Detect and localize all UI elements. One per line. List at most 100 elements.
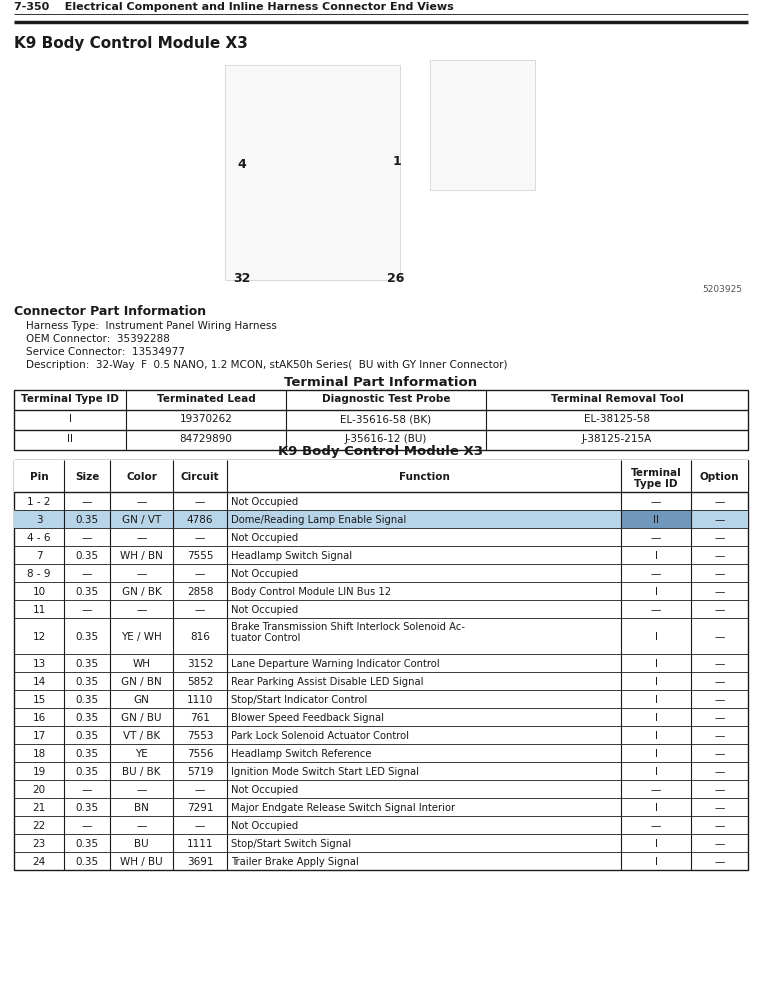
Text: J-35616-12 (BU): J-35616-12 (BU) (345, 434, 427, 444)
Bar (430, 60, 535, 190)
Text: Lane Departure Warning Indicator Control: Lane Departure Warning Indicator Control (231, 659, 440, 669)
Text: Type ID: Type ID (634, 479, 677, 489)
Text: GN / BU: GN / BU (121, 713, 162, 723)
Text: —: — (195, 497, 205, 507)
Text: BU / BK: BU / BK (122, 767, 161, 777)
Text: 3152: 3152 (187, 659, 213, 669)
Text: I: I (655, 713, 658, 723)
Text: K9 Body Control Module X3: K9 Body Control Module X3 (14, 36, 248, 51)
Text: Size: Size (75, 472, 99, 482)
Text: 17: 17 (32, 731, 46, 741)
Text: —: — (714, 533, 725, 543)
Text: 7556: 7556 (187, 749, 213, 759)
Text: —: — (714, 785, 725, 795)
Text: I: I (655, 695, 658, 705)
Text: —: — (82, 821, 92, 831)
Text: 0.35: 0.35 (75, 767, 98, 777)
Text: GN / BK: GN / BK (122, 587, 162, 597)
Text: —: — (136, 533, 147, 543)
Text: I: I (655, 767, 658, 777)
Text: Headlamp Switch Reference: Headlamp Switch Reference (231, 749, 372, 759)
Text: GN / BN: GN / BN (121, 677, 162, 687)
Text: Terminated Lead: Terminated Lead (157, 394, 255, 404)
Text: VT / BK: VT / BK (123, 731, 160, 741)
Text: 10: 10 (33, 587, 46, 597)
Text: Terminal Removal Tool: Terminal Removal Tool (551, 394, 684, 404)
Text: 5719: 5719 (187, 767, 213, 777)
Text: —: — (651, 821, 661, 831)
Text: Terminal Part Information: Terminal Part Information (284, 376, 478, 389)
Text: WH / BN: WH / BN (120, 551, 163, 561)
Text: 8 - 9: 8 - 9 (27, 569, 51, 579)
Text: 5852: 5852 (187, 677, 213, 687)
Text: Not Occupied: Not Occupied (231, 605, 298, 615)
Text: Not Occupied: Not Occupied (231, 785, 298, 795)
Text: 1110: 1110 (187, 695, 213, 705)
Text: Headlamp Switch Signal: Headlamp Switch Signal (231, 551, 352, 561)
Text: —: — (651, 785, 661, 795)
Text: GN: GN (133, 695, 149, 705)
Text: Blower Speed Feedback Signal: Blower Speed Feedback Signal (231, 713, 384, 723)
Text: —: — (714, 713, 725, 723)
Text: GN / VT: GN / VT (122, 515, 161, 525)
Text: —: — (651, 533, 661, 543)
Text: YE / WH: YE / WH (121, 632, 162, 642)
Text: Not Occupied: Not Occupied (231, 821, 298, 831)
Text: —: — (714, 803, 725, 813)
Text: YE: YE (135, 749, 148, 759)
Text: —: — (651, 569, 661, 579)
Text: —: — (195, 569, 205, 579)
Text: —: — (714, 569, 725, 579)
Text: —: — (136, 605, 147, 615)
Text: 21: 21 (32, 803, 46, 813)
Text: BN: BN (134, 803, 149, 813)
Text: —: — (195, 785, 205, 795)
Text: Dome/Reading Lamp Enable Signal: Dome/Reading Lamp Enable Signal (231, 515, 406, 525)
Text: Terminal Type ID: Terminal Type ID (21, 394, 119, 404)
Bar (621, 510, 691, 528)
Text: I: I (655, 803, 658, 813)
Text: 7-350    Electrical Component and Inline Harness Connector End Views: 7-350 Electrical Component and Inline Ha… (14, 2, 453, 12)
Text: Trailer Brake Apply Signal: Trailer Brake Apply Signal (231, 857, 359, 867)
Text: —: — (82, 533, 92, 543)
Text: I: I (655, 731, 658, 741)
Text: I: I (655, 677, 658, 687)
Text: —: — (82, 785, 92, 795)
Text: 14: 14 (32, 677, 46, 687)
Text: —: — (651, 497, 661, 507)
Text: Not Occupied: Not Occupied (231, 497, 298, 507)
Text: Ignition Mode Switch Start LED Signal: Ignition Mode Switch Start LED Signal (231, 767, 419, 777)
Text: 0.35: 0.35 (75, 677, 98, 687)
Text: —: — (714, 515, 725, 525)
Text: WH: WH (133, 659, 151, 669)
Text: Diagnostic Test Probe: Diagnostic Test Probe (322, 394, 450, 404)
Text: Not Occupied: Not Occupied (231, 533, 298, 543)
Text: 7: 7 (36, 551, 43, 561)
Text: Terminal: Terminal (631, 468, 681, 478)
Text: —: — (714, 731, 725, 741)
Text: 3: 3 (36, 515, 43, 525)
Text: Color: Color (126, 472, 157, 482)
Text: 816: 816 (190, 632, 210, 642)
Text: BU: BU (134, 839, 149, 849)
Text: 84729890: 84729890 (180, 434, 232, 444)
Text: 23: 23 (32, 839, 46, 849)
Text: 0.35: 0.35 (75, 803, 98, 813)
Text: 0.35: 0.35 (75, 587, 98, 597)
Text: —: — (714, 677, 725, 687)
Text: —: — (136, 821, 147, 831)
Text: 15: 15 (32, 695, 46, 705)
Text: —: — (195, 821, 205, 831)
Text: II: II (653, 515, 659, 525)
Text: 0.35: 0.35 (75, 713, 98, 723)
Text: I: I (655, 659, 658, 669)
Text: J-38125-215A: J-38125-215A (582, 434, 652, 444)
Text: Not Occupied: Not Occupied (231, 569, 298, 579)
Text: 7291: 7291 (187, 803, 213, 813)
Bar (14, 460, 748, 492)
Bar (225, 65, 400, 280)
Text: 3691: 3691 (187, 857, 213, 867)
Text: 20: 20 (33, 785, 46, 795)
Text: 1: 1 (393, 155, 402, 168)
Text: —: — (714, 587, 725, 597)
